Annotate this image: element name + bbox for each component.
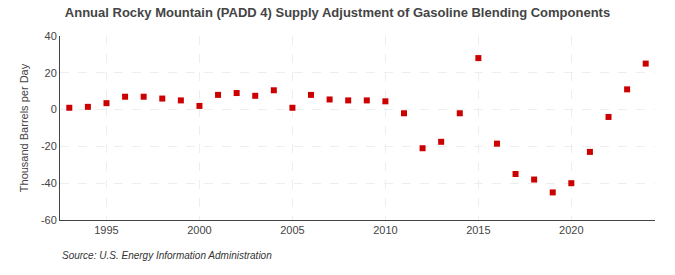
svg-text:Thousand Barrels per Day: Thousand Barrels per Day (18, 63, 30, 192)
svg-text:40: 40 (45, 30, 57, 42)
svg-text:2005: 2005 (280, 224, 304, 236)
svg-text:1995: 1995 (94, 224, 118, 236)
svg-text:Annual Rocky Mountain (PADD 4): Annual Rocky Mountain (PADD 4) Supply Ad… (65, 5, 610, 20)
svg-text:2015: 2015 (466, 224, 490, 236)
svg-text:20: 20 (45, 67, 57, 79)
svg-text:-60: -60 (41, 214, 57, 226)
svg-text:Source: U.S. Energy Informatio: Source: U.S. Energy Information Administ… (62, 250, 272, 261)
svg-text:-20: -20 (41, 140, 57, 152)
svg-text:-40: -40 (41, 177, 57, 189)
svg-text:2000: 2000 (187, 224, 211, 236)
svg-text:2010: 2010 (373, 224, 397, 236)
svg-text:2020: 2020 (559, 224, 583, 236)
svg-text:0: 0 (51, 103, 57, 115)
